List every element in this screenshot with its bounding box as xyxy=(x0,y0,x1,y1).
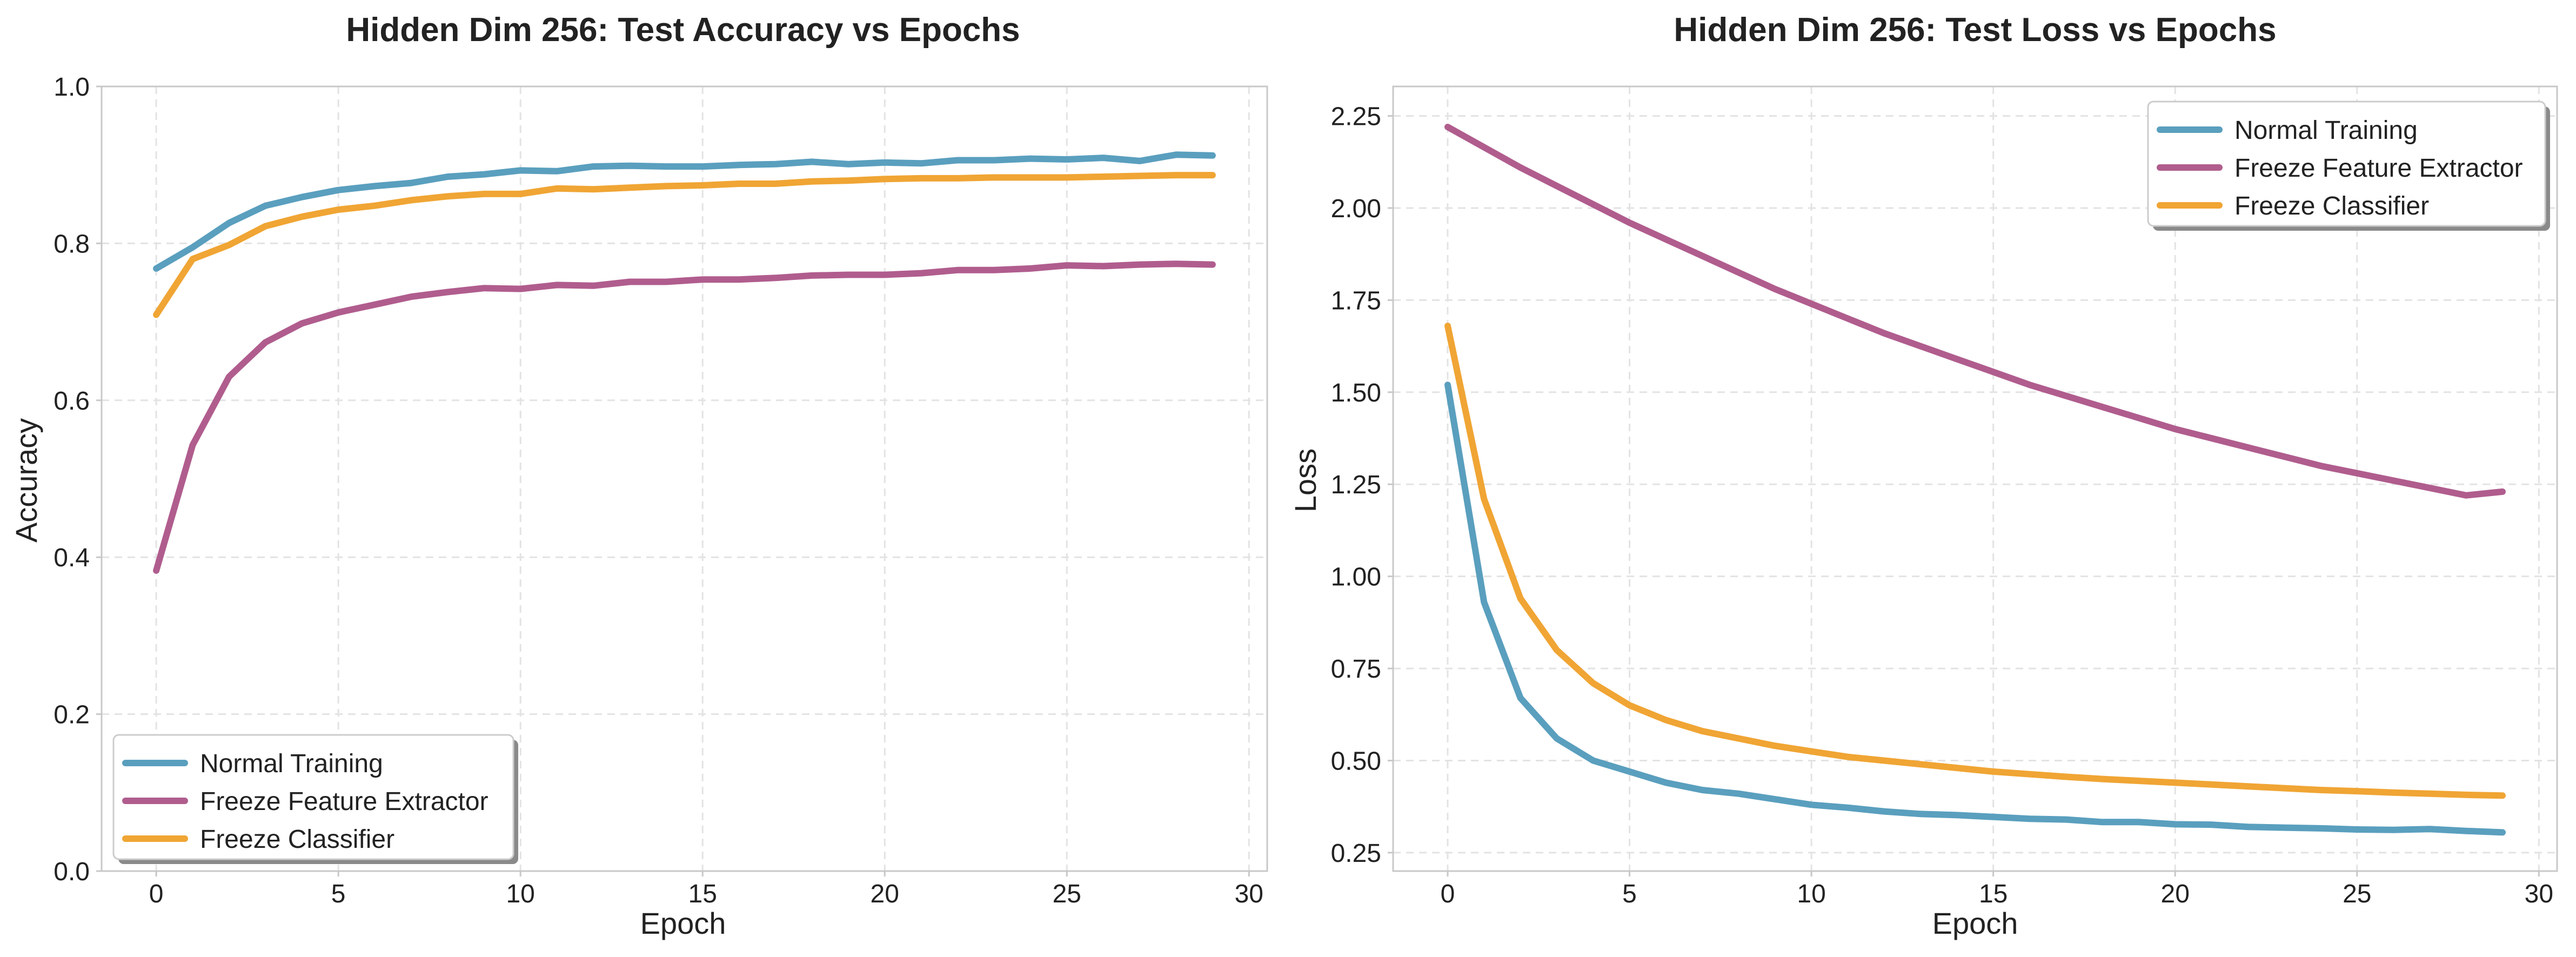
series-line-freeze-feature-extractor xyxy=(1444,124,2506,499)
x-tick-label: 10 xyxy=(1797,880,1825,908)
loss-chart-panel: Hidden Dim 256: Test Loss vs Epochs 0 5 10… xyxy=(1288,11,2558,940)
y-tick-label: 1.50 xyxy=(1331,379,1381,407)
legend-label: Freeze Classifier xyxy=(200,825,394,854)
y-tick-label: 1.00 xyxy=(1331,563,1381,592)
x-tick-label: 15 xyxy=(1979,880,2008,908)
series-line-normal-training xyxy=(153,151,1216,272)
y-tick-label: 0.75 xyxy=(1331,655,1381,684)
y-tick-label: 0.6 xyxy=(53,387,90,416)
x-tick-label: 5 xyxy=(331,880,346,908)
y-tick-label: 0.0 xyxy=(53,858,90,886)
y-tick-label: 0.2 xyxy=(53,701,90,730)
x-axis-label: Epoch xyxy=(640,906,726,940)
y-tick-label: 2.00 xyxy=(1331,195,1381,223)
series-line-normal-training xyxy=(1444,382,2506,836)
legend-label: Normal Training xyxy=(2234,116,2418,145)
y-tick-label: 1.75 xyxy=(1331,286,1381,315)
series-line-freeze-classifier xyxy=(153,172,1216,318)
y-axis-label: Accuracy xyxy=(9,418,43,543)
y-tick-label: 0.50 xyxy=(1331,747,1381,775)
legend-label: Freeze Feature Extractor xyxy=(2234,154,2523,183)
x-tick-label: 25 xyxy=(1053,880,1081,908)
legend-label: Freeze Feature Extractor xyxy=(200,787,489,816)
plot-frame xyxy=(101,85,1268,872)
legend: Normal Training Freeze Feature Extractor F… xyxy=(2147,101,2550,231)
x-tick-label: 10 xyxy=(506,880,534,908)
legend-box xyxy=(2147,101,2546,227)
plot-frame xyxy=(1392,85,2558,872)
y-tick-label: 0.8 xyxy=(53,230,90,258)
y-tick-label: 0.25 xyxy=(1331,839,1381,868)
y-tick-label: 2.25 xyxy=(1331,103,1381,131)
legend-label: Normal Training xyxy=(200,749,383,778)
x-tick-label: 20 xyxy=(871,880,899,908)
chart-title: Hidden Dim 256: Test Accuracy vs Epochs xyxy=(346,11,1020,49)
x-tick-label: 20 xyxy=(2161,880,2190,908)
x-axis-label: Epoch xyxy=(1932,906,2018,940)
accuracy-chart-panel: Hidden Dim 256: Test Accuracy vs Epochs … xyxy=(9,11,1268,940)
series-line-freeze-classifier xyxy=(1444,323,2506,799)
legend-box xyxy=(112,734,514,860)
y-tick-label: 1.25 xyxy=(1331,471,1381,499)
x-tick-label: 15 xyxy=(688,880,717,908)
y-tick-label: 1.0 xyxy=(53,73,90,102)
y-axis-label: Loss xyxy=(1288,449,1322,512)
x-tick-label: 5 xyxy=(1622,880,1637,908)
legend-label: Freeze Classifier xyxy=(2234,192,2429,220)
x-tick-label: 30 xyxy=(2525,880,2553,908)
x-tick-label: 30 xyxy=(1235,880,1263,908)
x-tick-label: 0 xyxy=(1441,880,1455,908)
legend: Normal Training Freeze Feature Extractor F… xyxy=(112,734,518,864)
x-tick-label: 0 xyxy=(149,880,164,908)
series-line-freeze-feature-extractor xyxy=(153,260,1216,574)
x-tick-label: 25 xyxy=(2343,880,2371,908)
chart-title: Hidden Dim 256: Test Loss vs Epochs xyxy=(1674,11,2276,49)
y-tick-label: 0.4 xyxy=(53,544,90,572)
